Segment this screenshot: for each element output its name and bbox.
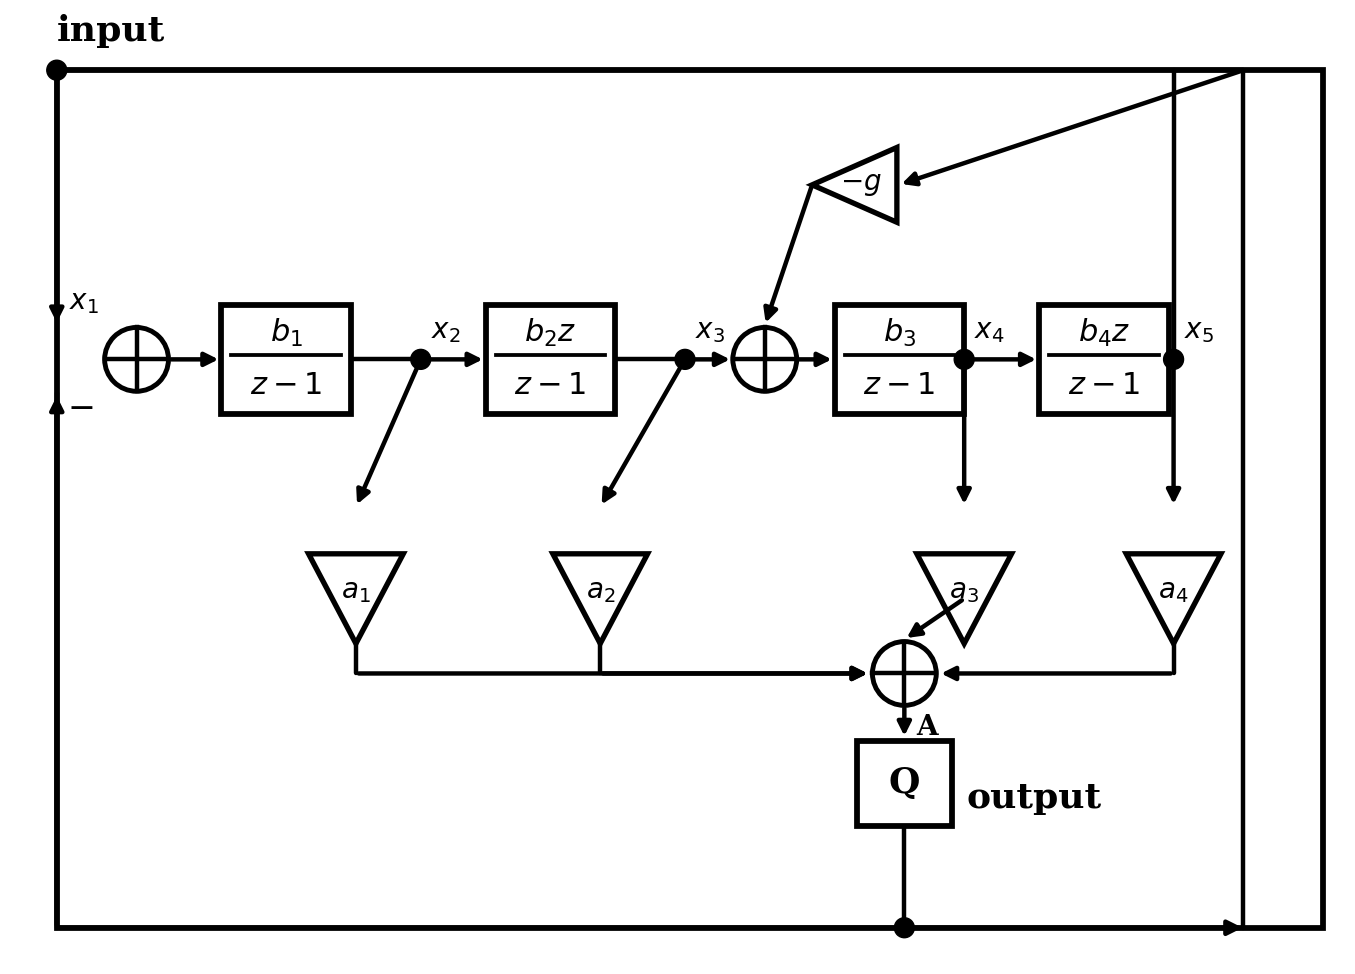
- Text: $z-1$: $z-1$: [515, 370, 587, 401]
- FancyBboxPatch shape: [835, 305, 965, 414]
- FancyBboxPatch shape: [221, 305, 351, 414]
- Text: A: A: [916, 714, 938, 741]
- Polygon shape: [1126, 554, 1221, 644]
- Text: input: input: [57, 15, 165, 49]
- Text: $x_3$: $x_3$: [695, 318, 725, 345]
- FancyBboxPatch shape: [1039, 305, 1168, 414]
- Text: $x_1$: $x_1$: [69, 289, 99, 316]
- FancyBboxPatch shape: [856, 741, 951, 826]
- Circle shape: [675, 350, 695, 369]
- Polygon shape: [553, 554, 648, 644]
- Text: $-$: $-$: [66, 390, 93, 423]
- Text: output: output: [966, 781, 1102, 815]
- FancyBboxPatch shape: [485, 305, 615, 414]
- Polygon shape: [812, 147, 897, 222]
- Text: $z-1$: $z-1$: [1068, 370, 1140, 401]
- Polygon shape: [917, 554, 1012, 644]
- Circle shape: [47, 60, 66, 80]
- FancyBboxPatch shape: [57, 70, 1322, 928]
- Text: Q: Q: [889, 767, 920, 801]
- Text: $x_4$: $x_4$: [974, 318, 1004, 345]
- Text: $a_1$: $a_1$: [341, 578, 371, 605]
- Text: $b_1$: $b_1$: [270, 317, 302, 349]
- Polygon shape: [309, 554, 404, 644]
- Text: $x_2$: $x_2$: [431, 318, 461, 345]
- Text: $a_2$: $a_2$: [585, 578, 615, 605]
- Circle shape: [1164, 350, 1183, 369]
- Circle shape: [954, 350, 974, 369]
- Text: $z-1$: $z-1$: [251, 370, 322, 401]
- Text: $-g$: $-g$: [840, 171, 882, 199]
- Text: $b_4z$: $b_4z$: [1077, 317, 1130, 349]
- Text: $b_3$: $b_3$: [882, 317, 916, 349]
- Circle shape: [411, 350, 431, 369]
- Text: $b_2z$: $b_2z$: [524, 317, 576, 349]
- Text: $a_3$: $a_3$: [950, 578, 980, 605]
- Text: $z-1$: $z-1$: [863, 370, 935, 401]
- Text: $a_4$: $a_4$: [1159, 578, 1188, 605]
- Circle shape: [894, 918, 915, 938]
- Text: $x_5$: $x_5$: [1183, 318, 1214, 345]
